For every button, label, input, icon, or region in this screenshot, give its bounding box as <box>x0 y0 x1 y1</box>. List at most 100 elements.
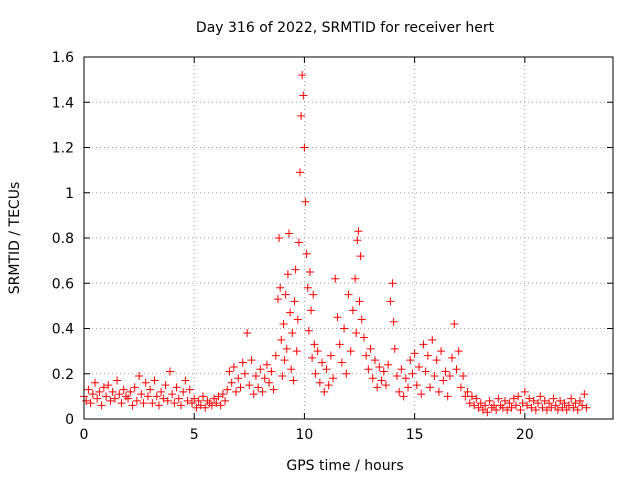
data-point <box>354 227 363 236</box>
data-point <box>399 392 408 401</box>
data-point <box>430 372 439 381</box>
data-point <box>196 401 205 410</box>
data-point <box>126 387 135 396</box>
data-point <box>549 394 558 403</box>
data-point <box>281 290 290 299</box>
data-point <box>108 387 117 396</box>
data-point <box>265 378 274 387</box>
data-point <box>324 381 333 390</box>
data-point <box>415 362 424 371</box>
data-point <box>296 168 305 177</box>
data-point <box>290 297 299 306</box>
data-point <box>86 399 95 408</box>
data-point <box>154 401 163 410</box>
data-point <box>428 335 437 344</box>
data-point <box>93 394 102 403</box>
data-point <box>236 383 245 392</box>
data-point <box>245 381 254 390</box>
data-point <box>426 383 435 392</box>
data-point <box>366 344 375 353</box>
x-tick-label: 10 <box>296 427 314 443</box>
data-point <box>340 324 349 333</box>
data-point <box>507 403 516 412</box>
data-point <box>492 405 501 414</box>
data-point <box>185 385 194 394</box>
data-point <box>150 376 159 385</box>
data-point <box>476 399 485 408</box>
data-point <box>386 297 395 306</box>
data-point <box>315 378 324 387</box>
data-point <box>240 369 249 378</box>
data-point <box>456 383 465 392</box>
data-point <box>292 347 301 356</box>
data-point <box>333 313 342 322</box>
data-point <box>223 385 232 394</box>
data-point <box>536 392 545 401</box>
y-tick-label: 1.4 <box>52 95 74 111</box>
data-point <box>534 399 543 408</box>
data-point <box>342 369 351 378</box>
data-point <box>311 369 320 378</box>
data-point <box>99 383 108 392</box>
data-point <box>181 376 190 385</box>
data-point <box>538 403 547 412</box>
data-point <box>364 365 373 374</box>
data-point <box>397 365 406 374</box>
data-point <box>417 390 426 399</box>
data-point <box>545 399 554 408</box>
data-point <box>381 381 390 390</box>
y-tick-label: 1 <box>65 186 74 202</box>
data-point <box>275 234 284 242</box>
data-point <box>419 340 428 349</box>
data-point <box>238 358 247 367</box>
y-tick-label: 1.2 <box>52 141 74 157</box>
data-point <box>287 365 296 374</box>
data-point <box>301 197 310 206</box>
data-point <box>348 306 357 315</box>
data-point <box>379 367 388 376</box>
data-point <box>115 390 124 399</box>
data-point <box>452 365 461 374</box>
data-point <box>124 394 133 403</box>
data-point <box>256 365 265 374</box>
data-point <box>282 344 291 353</box>
data-point <box>335 340 344 349</box>
data-point <box>487 403 496 412</box>
data-point <box>300 143 309 152</box>
data-point <box>520 387 529 396</box>
data-point <box>582 403 591 412</box>
data-point <box>432 356 441 365</box>
data-point <box>298 71 307 80</box>
data-point <box>518 399 527 408</box>
data-point <box>190 394 199 403</box>
data-point <box>571 399 580 408</box>
data-point <box>291 265 300 274</box>
data-point <box>509 394 518 403</box>
data-point <box>192 403 201 412</box>
data-point <box>494 394 503 403</box>
data-point <box>523 401 532 410</box>
data-point <box>485 396 494 405</box>
data-point <box>575 396 584 405</box>
data-point <box>102 392 111 401</box>
data-point <box>247 356 256 365</box>
data-point <box>284 229 293 238</box>
data-point <box>392 372 401 381</box>
data-point <box>88 390 97 399</box>
data-point <box>569 403 578 412</box>
data-point <box>225 367 234 376</box>
data-point <box>221 396 230 405</box>
data-point <box>395 387 404 396</box>
data-point <box>443 392 452 401</box>
data-point <box>578 401 587 410</box>
data-point <box>110 394 119 403</box>
data-point <box>368 374 377 383</box>
data-point <box>525 394 534 403</box>
data-point <box>302 249 311 258</box>
data-point <box>564 401 573 410</box>
data-point <box>401 374 410 383</box>
data-point <box>463 387 472 396</box>
data-point <box>278 372 287 381</box>
data-point <box>434 387 443 396</box>
data-point <box>472 394 481 403</box>
